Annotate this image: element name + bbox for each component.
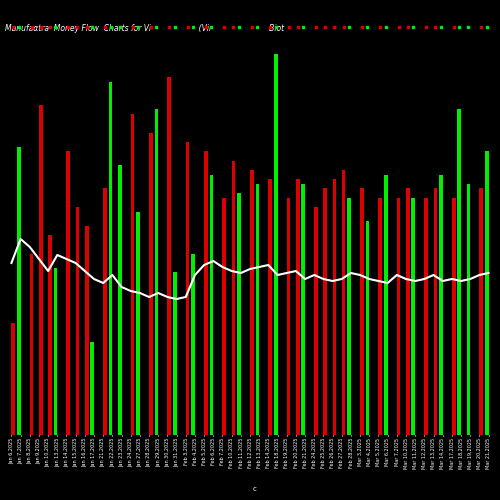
Bar (314, 207, 318, 435)
Bar (39, 105, 42, 435)
Bar (186, 142, 190, 435)
Bar (256, 184, 259, 435)
Bar (136, 212, 140, 435)
Bar (108, 82, 112, 435)
Bar (286, 198, 290, 435)
Bar (168, 77, 171, 435)
Bar (302, 184, 305, 435)
Bar (250, 170, 254, 435)
Bar (458, 110, 461, 435)
Bar (54, 268, 58, 435)
Bar (268, 179, 272, 435)
Bar (342, 170, 345, 435)
Bar (103, 188, 107, 435)
Text: c: c (252, 486, 256, 492)
Bar (85, 226, 88, 435)
Bar (296, 179, 300, 435)
Text: Manufaαtra  Money Flow  Charts for Vi                    (Vir                   : Manufaαtra Money Flow Charts for Vi (Vir (5, 24, 284, 33)
Bar (439, 174, 442, 435)
Bar (90, 342, 94, 435)
Bar (237, 193, 241, 435)
Bar (76, 207, 80, 435)
Bar (66, 152, 70, 435)
Bar (366, 221, 370, 435)
Bar (210, 174, 214, 435)
Bar (324, 188, 327, 435)
Bar (332, 179, 336, 435)
Bar (378, 198, 382, 435)
Bar (434, 188, 437, 435)
Bar (149, 132, 152, 435)
Bar (48, 235, 52, 435)
Bar (30, 254, 34, 435)
Bar (222, 198, 226, 435)
Bar (17, 146, 20, 435)
Bar (232, 160, 235, 435)
Bar (192, 254, 195, 435)
Bar (274, 54, 278, 435)
Bar (154, 110, 158, 435)
Bar (384, 174, 388, 435)
Bar (118, 165, 122, 435)
Bar (466, 184, 470, 435)
Bar (480, 188, 483, 435)
Bar (412, 198, 415, 435)
Bar (204, 152, 208, 435)
Bar (452, 198, 456, 435)
Bar (406, 188, 409, 435)
Bar (12, 324, 15, 435)
Bar (424, 198, 428, 435)
Bar (397, 198, 400, 435)
Bar (485, 152, 488, 435)
Bar (360, 188, 364, 435)
Bar (173, 272, 176, 435)
Bar (130, 114, 134, 435)
Bar (348, 198, 351, 435)
